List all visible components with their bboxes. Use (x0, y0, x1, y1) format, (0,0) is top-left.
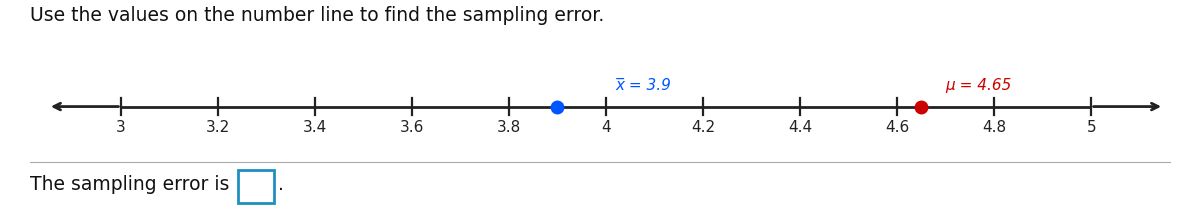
Text: 3.8: 3.8 (497, 120, 521, 135)
Text: x̅ = 3.9: x̅ = 3.9 (616, 78, 672, 93)
Text: 3: 3 (116, 120, 126, 135)
Text: 5: 5 (1086, 120, 1096, 135)
Text: 4.8: 4.8 (982, 120, 1007, 135)
Bar (238, 170, 274, 203)
Text: 3.2: 3.2 (205, 120, 230, 135)
Text: 3.4: 3.4 (302, 120, 326, 135)
Text: 4.6: 4.6 (886, 120, 910, 135)
Text: μ = 4.65: μ = 4.65 (946, 78, 1012, 93)
Text: Use the values on the number line to find the sampling error.: Use the values on the number line to fin… (30, 6, 605, 25)
Text: 4: 4 (601, 120, 611, 135)
Text: 3.6: 3.6 (400, 120, 424, 135)
Text: .: . (278, 175, 284, 194)
Text: 4.2: 4.2 (691, 120, 715, 135)
Text: The sampling error is: The sampling error is (30, 175, 229, 194)
Text: 4.4: 4.4 (788, 120, 812, 135)
